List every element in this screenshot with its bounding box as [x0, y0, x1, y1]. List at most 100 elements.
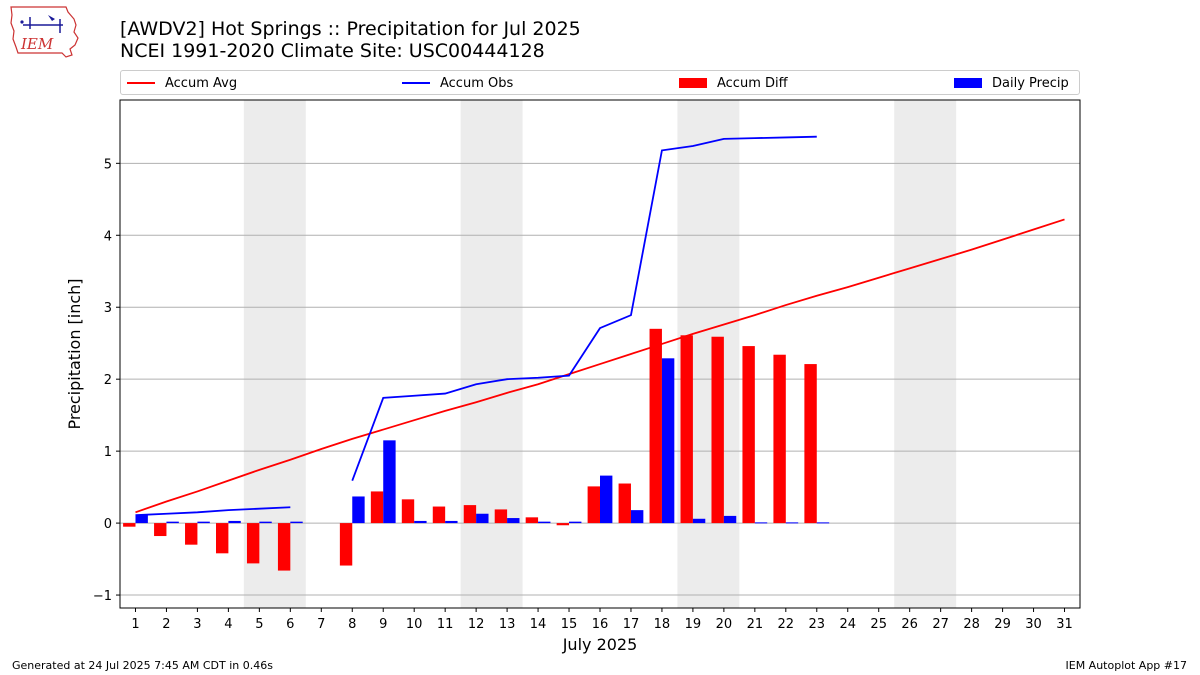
daily-precip-bar	[259, 521, 272, 524]
accum-diff-bar	[216, 523, 229, 554]
accum-diff-bar	[680, 335, 693, 524]
accum-diff-bar	[525, 517, 539, 524]
y-tick-label: 5	[104, 157, 112, 172]
accum-diff-bar	[804, 364, 817, 524]
legend-label-accum-avg: Accum Avg	[165, 75, 238, 91]
daily-precip-bar	[445, 520, 458, 524]
daily-precip-bar	[600, 475, 613, 524]
legend-swatch-accum-obs	[402, 82, 430, 84]
x-tick-label: 21	[747, 617, 764, 632]
x-tick-label: 17	[623, 617, 640, 632]
daily-precip-bar	[785, 522, 799, 524]
daily-precip-bar	[538, 521, 551, 524]
x-tick-label: 26	[901, 617, 918, 632]
daily-precip-bar	[290, 521, 303, 524]
accum-diff-bar	[773, 354, 786, 524]
accum-diff-bar	[463, 505, 477, 524]
daily-precip-bar	[569, 521, 582, 524]
x-tick-label: 9	[379, 617, 387, 632]
daily-precip-bar	[414, 520, 427, 524]
x-tick-label: 28	[963, 617, 980, 632]
iem-logo: IEM	[10, 6, 79, 58]
accum-diff-bar	[277, 523, 291, 571]
x-tick-label: 25	[870, 617, 887, 632]
legend-label-accum-obs: Accum Obs	[440, 75, 514, 91]
x-tick-label: 27	[932, 617, 949, 632]
x-axis-label: July 2025	[562, 635, 638, 654]
accum-diff-bar	[401, 499, 415, 524]
chart-subtitle: NCEI 1991-2020 Climate Site: USC00444128	[120, 40, 545, 62]
x-tick-label: 3	[193, 617, 201, 632]
accum-diff-bar	[556, 523, 570, 526]
x-tick-label: 19	[685, 617, 702, 632]
y-tick-label: −1	[93, 589, 112, 604]
x-tick-label: 1	[131, 617, 139, 632]
y-axis-label: Precipitation [inch]	[65, 278, 84, 429]
daily-precip-bar	[166, 521, 179, 524]
x-tick-label: 20	[716, 617, 733, 632]
daily-precip-bar	[135, 515, 148, 524]
accum-diff-bar	[339, 523, 353, 566]
x-tick-label: 2	[162, 617, 170, 632]
x-tick-label: 15	[561, 617, 578, 632]
accum-diff-bar	[370, 491, 384, 524]
x-tick-label: 6	[286, 617, 294, 632]
x-tick-label: 23	[809, 617, 826, 632]
legend-item-daily-precip: Daily Precip	[954, 74, 1069, 92]
weekend-band	[460, 100, 523, 608]
bars	[123, 328, 830, 571]
accum-diff-bar	[123, 523, 136, 527]
x-tick-label: 8	[348, 617, 356, 632]
accum-diff-bar	[711, 336, 724, 524]
series-lines	[135, 135, 1065, 517]
accum-diff-bar	[649, 328, 662, 524]
y-tick-label: 0	[104, 517, 112, 532]
daily-precip-bar	[476, 513, 489, 524]
x-tick-label: 16	[592, 617, 609, 632]
weekend-band	[894, 100, 957, 608]
footer-app: IEM Autoplot App #17	[1065, 659, 1188, 672]
y-tick-label: 3	[104, 301, 112, 316]
daily-precip-bar	[723, 515, 737, 524]
legend-swatch-accum-avg	[127, 82, 155, 84]
accum-diff-bar	[618, 483, 631, 524]
daily-precip-bar	[383, 440, 396, 524]
legend-label-accum-diff: Accum Diff	[717, 75, 788, 91]
legend-item-accum-obs: Accum Obs	[402, 74, 513, 92]
accum-diff-bar	[587, 486, 600, 524]
accum-diff-bar	[154, 523, 167, 537]
accum-diff-bar	[494, 509, 508, 524]
x-tick-label: 22	[778, 617, 795, 632]
accum-diff-bar	[432, 506, 446, 524]
accum-diff-bar	[742, 346, 755, 524]
legend-swatch-accum-diff	[679, 78, 707, 88]
logo-text: IEM	[20, 35, 54, 53]
daily-precip-bar	[692, 518, 706, 524]
legend-item-accum-diff: Accum Diff	[679, 74, 788, 92]
legend: Accum Avg Accum Obs Accum Diff Daily Pre…	[120, 70, 1080, 95]
daily-precip-bar	[816, 522, 830, 524]
x-tick-label: 12	[468, 617, 485, 632]
x-tick-label: 14	[530, 617, 547, 632]
accum-diff-bar	[246, 523, 260, 564]
daily-precip-bar	[352, 496, 365, 524]
x-tick-label: 29	[994, 617, 1011, 632]
legend-item-accum-avg: Accum Avg	[127, 74, 237, 92]
x-tick-label: 30	[1025, 617, 1042, 632]
x-tick-label: 18	[654, 617, 671, 632]
x-tick-label: 24	[839, 617, 856, 632]
x-tick-label: 4	[224, 617, 232, 632]
daily-precip-bar	[228, 520, 241, 524]
legend-swatch-daily-precip	[954, 78, 982, 88]
x-tick-label: 11	[437, 617, 454, 632]
x-tick-label: 10	[406, 617, 423, 632]
daily-precip-bar	[661, 358, 675, 524]
x-tick-label: 7	[317, 617, 325, 632]
y-tick-label: 4	[104, 229, 112, 244]
chart-title: [AWDV2] Hot Springs :: Precipitation for…	[120, 18, 581, 40]
daily-precip-bar	[507, 518, 520, 524]
accum-avg-line	[135, 218, 1065, 514]
x-tick-label: 5	[255, 617, 263, 632]
